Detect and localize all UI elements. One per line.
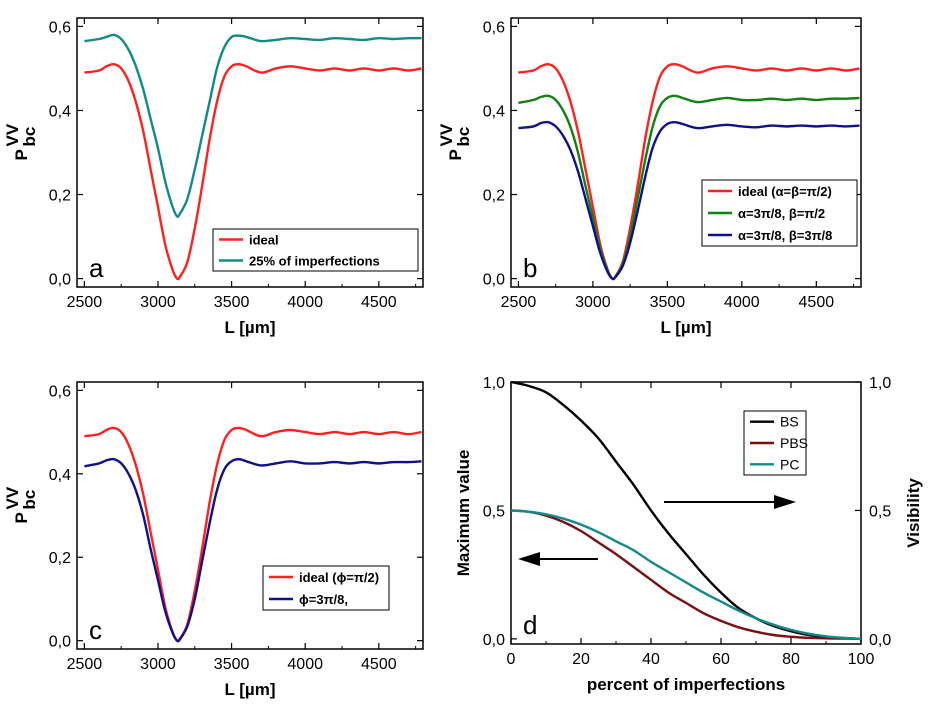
x-tick-label: 0 xyxy=(507,651,516,668)
y-tick-label: 1,0 xyxy=(483,375,505,392)
legend-label: ϕ=3π/8, xyxy=(299,592,348,607)
x-tick-label: 60 xyxy=(712,651,730,668)
panel-label: a xyxy=(89,253,104,283)
y-axis-label-sup: VV xyxy=(3,486,22,509)
x-tick-label: 40 xyxy=(642,651,660,668)
x-axis-label: percent of imperfections xyxy=(587,675,785,694)
y-tick-label: 0,4 xyxy=(49,467,71,484)
y-tick-label: 0,5 xyxy=(483,503,505,520)
arrow-left-head xyxy=(518,552,540,566)
x-tick-label: 3500 xyxy=(214,656,250,673)
y-tick-label: 0,0 xyxy=(483,632,505,649)
legend-box xyxy=(212,228,419,272)
x-tick-label: 4500 xyxy=(799,294,835,311)
panel-label: b xyxy=(523,253,537,283)
y-tick-label: 0,0 xyxy=(49,272,71,289)
legend-label: PC xyxy=(780,456,799,472)
legend: BS PBS PC xyxy=(743,410,808,476)
y-axis-label-right: Visibility xyxy=(904,478,923,548)
series-line-PBS xyxy=(510,509,862,641)
y-tick-label-right: 0,0 xyxy=(869,632,891,649)
panel-b: 2500 3000 3500 4000 4500 0,0 0,2 0,4 0,6 L [µm] PV… xyxy=(437,17,862,337)
x-tick-label: 100 xyxy=(848,651,875,668)
legend-label: ideal (ϕ=π/2) xyxy=(299,570,379,585)
x-tick-label: 4000 xyxy=(287,294,323,311)
x-tick-label: 2500 xyxy=(67,294,103,311)
plot-frame xyxy=(510,17,862,288)
y-axis-label-sub: bc xyxy=(20,127,39,147)
y-tick-label: 0,2 xyxy=(483,188,505,205)
y-tick-label: 0,0 xyxy=(483,272,505,289)
y-tick-label: 0,4 xyxy=(483,103,505,120)
y-tick-label-right: 1,0 xyxy=(869,375,891,392)
panel-d: 0 20 40 60 80 100 0,0 0,5 1,0 0,0 0,5 1,0 percent of… xyxy=(454,375,923,694)
x-tick-label: 2500 xyxy=(67,656,103,673)
y-tick-label-right: 0,5 xyxy=(869,503,891,520)
x-tick-label: 3000 xyxy=(140,656,176,673)
series-line-BS xyxy=(510,380,862,641)
arrows xyxy=(518,495,796,566)
series-line-ϕ=3π/8, xyxy=(84,457,422,643)
series-line-ideal (ϕ=π/2) xyxy=(84,426,422,643)
legend: ideal (α=β=π/2) α=3π/8, β=π/2 α=3π/8, β=3π… xyxy=(701,179,858,247)
y-tick-label: 0,2 xyxy=(49,188,71,205)
y-tick-label: 0,6 xyxy=(49,383,71,400)
y-tick-label: 0,0 xyxy=(49,634,71,651)
legend-box xyxy=(262,565,390,611)
legend: ideal 25% of imperfections xyxy=(212,228,419,272)
y-axis-label-sub: bc xyxy=(20,490,39,510)
y-tick-label: 0,6 xyxy=(483,19,505,36)
legend-label: α=3π/8, β=3π/8 xyxy=(738,228,832,243)
x-axis-label: L [µm] xyxy=(224,318,275,337)
x-tick-label: 3500 xyxy=(650,294,686,311)
legend-label: ideal (α=β=π/2) xyxy=(738,184,832,199)
x-tick-label: 4500 xyxy=(361,294,397,311)
series-line-ideal (α=β=π/2) xyxy=(518,62,860,281)
y-axis-label-main: P xyxy=(12,149,31,160)
y-tick-label: 0,6 xyxy=(49,19,71,36)
panel-label: d xyxy=(523,610,537,640)
series-line-PC xyxy=(510,509,862,641)
arrow-right-head xyxy=(774,495,796,509)
legend-label: ideal xyxy=(249,233,279,248)
x-tick-label: 4500 xyxy=(361,656,397,673)
legend-label: 25% of imperfections xyxy=(249,254,380,269)
x-axis-label: L [µm] xyxy=(660,318,711,337)
legend-label: BS xyxy=(780,414,799,430)
x-tick-label: 80 xyxy=(782,651,800,668)
x-tick-label: 4000 xyxy=(287,656,323,673)
x-tick-label: 2500 xyxy=(501,294,537,311)
legend-label: PBS xyxy=(780,435,808,451)
plot-frame xyxy=(76,381,424,650)
x-tick-label: 4000 xyxy=(724,294,760,311)
series-line-ideal xyxy=(84,62,422,281)
series-line-α=3π/8, β=3π/8 xyxy=(518,120,860,281)
x-tick-label: 3500 xyxy=(214,294,250,311)
y-axis-label-left: Maximum value xyxy=(454,450,473,577)
y-axis-label-main: P xyxy=(446,149,465,160)
panel-c: 2500 3000 3500 4000 4500 0,0 0,2 0,4 0,6 L [µm] PV… xyxy=(3,381,424,699)
y-axis-label-sub: bc xyxy=(454,127,473,147)
x-axis-label: L [µm] xyxy=(224,680,275,699)
y-axis-label-sup: VV xyxy=(3,123,22,146)
x-tick-label: 20 xyxy=(572,651,590,668)
legend: ideal (ϕ=π/2) ϕ=3π/8, xyxy=(262,565,390,611)
x-tick-label: 3000 xyxy=(140,294,176,311)
plot-frame xyxy=(76,17,424,288)
legend-label: α=3π/8, β=π/2 xyxy=(738,206,825,221)
series-line-25% of imperfections xyxy=(84,33,422,218)
x-tick-label: 3000 xyxy=(575,294,611,311)
y-axis-label-sup: VV xyxy=(437,123,456,146)
panel-a: 2500 3000 3500 4000 4500 0,0 0,2 0,4 0,6 L [µm] PV… xyxy=(3,17,424,337)
y-tick-label: 0,4 xyxy=(49,103,71,120)
y-tick-label: 0,2 xyxy=(49,550,71,567)
plot-frame xyxy=(510,381,862,645)
panel-label: c xyxy=(89,615,102,645)
series-line-α=3π/8, β=π/2 xyxy=(518,94,860,281)
y-axis-label-main: P xyxy=(12,512,31,523)
